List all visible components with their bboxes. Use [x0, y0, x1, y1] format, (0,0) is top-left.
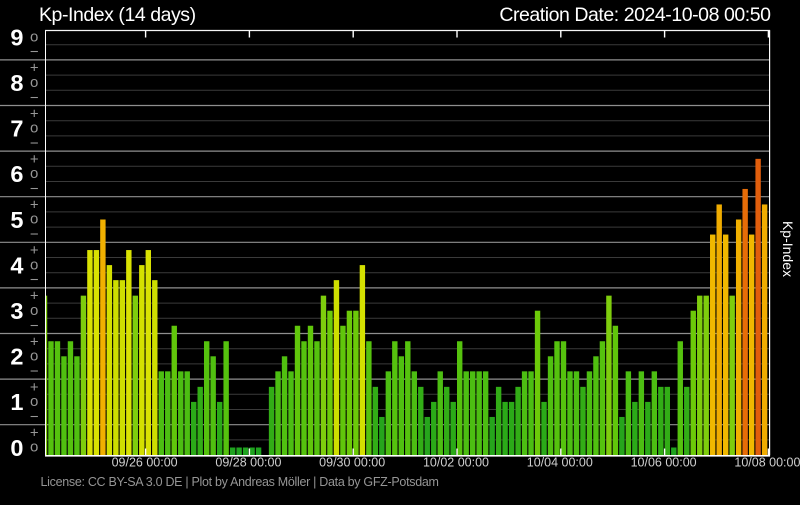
svg-text:−: −	[30, 44, 39, 61]
svg-text:+: +	[30, 242, 39, 259]
svg-text:o: o	[30, 28, 38, 45]
svg-text:2: 2	[10, 344, 23, 370]
svg-text:o: o	[30, 165, 38, 182]
svg-text:10/06 00:00: 10/06 00:00	[631, 456, 697, 470]
svg-text:−: −	[30, 226, 39, 243]
svg-text:o: o	[30, 120, 38, 137]
svg-text:o: o	[30, 348, 38, 365]
svg-text:09/28 00:00: 09/28 00:00	[215, 456, 281, 470]
svg-text:+: +	[30, 197, 39, 214]
svg-text:License: CC BY-SA 3.0 DE | Plo: License: CC BY-SA 3.0 DE | Plot by Andre…	[41, 475, 439, 489]
svg-text:09/26 00:00: 09/26 00:00	[112, 456, 178, 470]
svg-text:−: −	[30, 363, 39, 380]
svg-text:o: o	[30, 211, 38, 228]
svg-text:+: +	[30, 60, 39, 77]
svg-text:5: 5	[10, 207, 23, 233]
svg-text:6: 6	[10, 161, 23, 187]
svg-text:8: 8	[10, 70, 23, 96]
svg-text:Creation Date: 2024-10-08 00:5: Creation Date: 2024-10-08 00:50	[499, 4, 771, 26]
svg-text:10/04 00:00: 10/04 00:00	[527, 456, 593, 470]
svg-text:o: o	[30, 393, 38, 410]
svg-text:0: 0	[10, 435, 23, 461]
svg-text:−: −	[30, 181, 39, 198]
svg-text:o: o	[30, 256, 38, 273]
svg-text:Kp-Index (14 days): Kp-Index (14 days)	[39, 4, 196, 26]
svg-text:o: o	[30, 439, 38, 456]
svg-text:+: +	[30, 379, 39, 396]
svg-text:09/30 00:00: 09/30 00:00	[319, 456, 385, 470]
svg-text:−: −	[30, 409, 39, 426]
svg-text:4: 4	[10, 252, 23, 278]
svg-text:+: +	[30, 425, 39, 442]
svg-text:+: +	[30, 105, 39, 122]
svg-text:3: 3	[10, 298, 23, 324]
svg-text:o: o	[30, 302, 38, 319]
svg-text:Kp-Index: Kp-Index	[780, 221, 796, 277]
svg-text:−: −	[30, 89, 39, 106]
svg-text:10/08 00:00: 10/08 00:00	[734, 456, 800, 470]
svg-text:7: 7	[10, 116, 23, 142]
svg-text:+: +	[30, 151, 39, 168]
svg-text:−: −	[30, 135, 39, 152]
svg-text:−: −	[30, 272, 39, 289]
svg-text:+: +	[30, 288, 39, 305]
svg-text:o: o	[30, 74, 38, 91]
svg-text:10/02 00:00: 10/02 00:00	[423, 456, 489, 470]
svg-text:1: 1	[10, 389, 23, 415]
svg-text:−: −	[30, 317, 39, 334]
svg-text:+: +	[30, 333, 39, 350]
svg-text:9: 9	[10, 24, 23, 50]
